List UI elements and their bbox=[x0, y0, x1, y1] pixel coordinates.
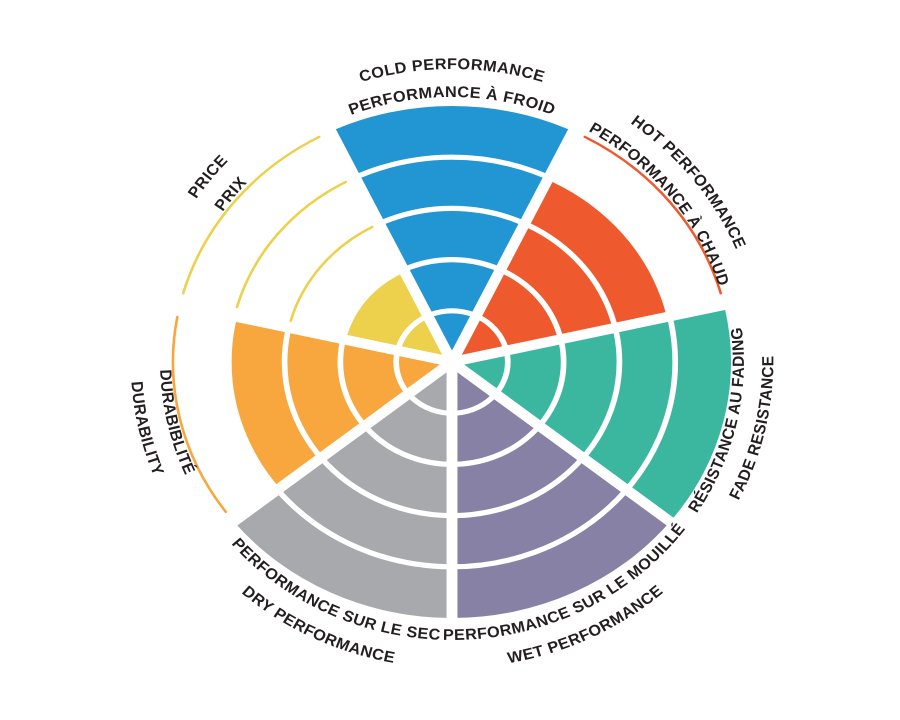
fade-resistance-wedge bbox=[452, 305, 732, 522]
wet-performance-wedge bbox=[452, 362, 671, 618]
hot-performance-missing-ring-arc bbox=[583, 135, 723, 295]
price-label-fr: PRIX bbox=[212, 174, 251, 214]
segment-gap-line bbox=[448, 358, 681, 531]
cold-performance-label-en: COLD PERFORMANCE bbox=[357, 56, 546, 85]
hot-performance-label-en: HOT PERFORMANCE bbox=[628, 113, 749, 252]
cold-performance-wedge bbox=[330, 106, 574, 362]
segment-gap-line bbox=[223, 358, 456, 531]
wheel-group bbox=[170, 106, 734, 626]
durability-missing-ring-arc bbox=[171, 315, 228, 514]
durability-label-fr: DURABIBLITÉ bbox=[156, 369, 200, 477]
hot-performance-label-text-en: HOT PERFORMANCE bbox=[628, 113, 748, 252]
segment-gap-line bbox=[450, 298, 734, 367]
price-label-text-fr: PRIX bbox=[212, 174, 250, 214]
segment-gap-line bbox=[447, 121, 582, 365]
price-missing-ring-arc bbox=[181, 135, 321, 295]
dry-performance-wedge bbox=[233, 362, 452, 618]
segment-gap-line bbox=[170, 298, 454, 367]
price-missing-ring-arc bbox=[289, 225, 374, 322]
segment-gap-line bbox=[322, 121, 457, 365]
cold-performance-label-text-en: COLD PERFORMANCE bbox=[357, 56, 546, 85]
durability-label-text-fr: DURABIBLITÉ bbox=[156, 369, 199, 477]
price-missing-ring-arc bbox=[235, 180, 348, 309]
